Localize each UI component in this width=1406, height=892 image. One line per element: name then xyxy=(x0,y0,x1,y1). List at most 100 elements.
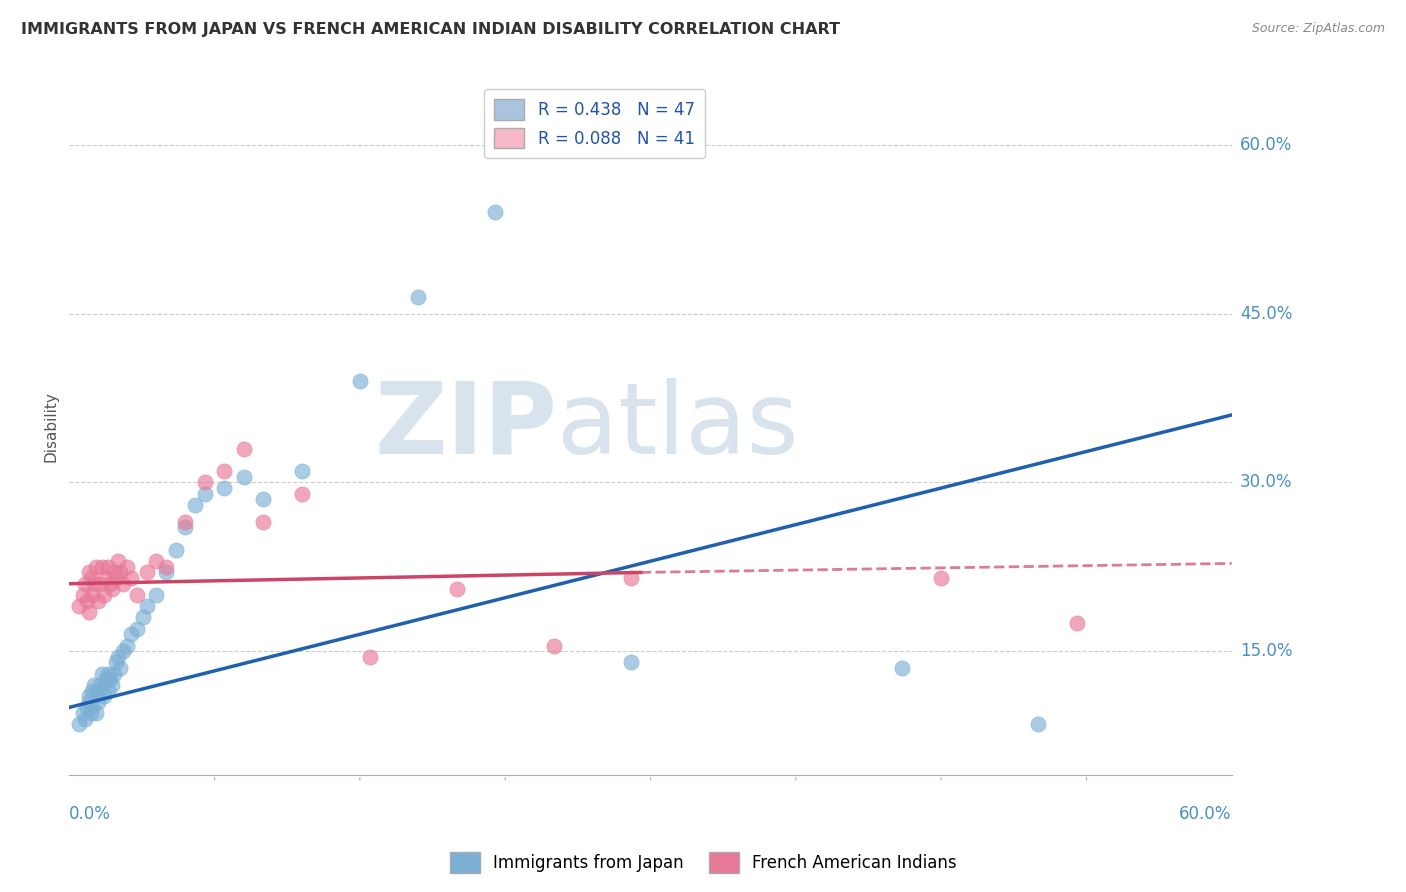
Point xyxy=(620,571,643,585)
Point xyxy=(291,464,314,478)
Point xyxy=(112,576,135,591)
Point xyxy=(359,649,381,664)
Point xyxy=(484,205,506,219)
Point xyxy=(72,588,94,602)
Point xyxy=(446,582,468,597)
Point xyxy=(155,566,177,580)
Point xyxy=(97,559,120,574)
Point xyxy=(212,481,235,495)
Point xyxy=(155,559,177,574)
Point xyxy=(83,576,105,591)
Text: 0.0%: 0.0% xyxy=(69,805,111,823)
Point xyxy=(103,666,125,681)
Point xyxy=(86,559,108,574)
Point xyxy=(86,706,108,720)
Point xyxy=(108,566,131,580)
Point xyxy=(135,599,157,614)
Point xyxy=(87,683,110,698)
Legend: R = 0.438   N = 47, R = 0.088   N = 41: R = 0.438 N = 47, R = 0.088 N = 41 xyxy=(485,89,704,158)
Point xyxy=(77,566,100,580)
Point xyxy=(79,706,101,720)
Point xyxy=(73,576,96,591)
Point xyxy=(194,486,217,500)
Y-axis label: Disability: Disability xyxy=(44,391,58,462)
Text: atlas: atlas xyxy=(558,377,799,475)
Point xyxy=(77,605,100,619)
Point xyxy=(73,712,96,726)
Point xyxy=(145,554,167,568)
Point xyxy=(107,554,129,568)
Point xyxy=(98,576,121,591)
Point xyxy=(108,661,131,675)
Legend: Immigrants from Japan, French American Indians: Immigrants from Japan, French American I… xyxy=(443,846,963,880)
Point xyxy=(82,588,104,602)
Point xyxy=(135,566,157,580)
Point xyxy=(93,689,115,703)
Text: IMMIGRANTS FROM JAPAN VS FRENCH AMERICAN INDIAN DISABILITY CORRELATION CHART: IMMIGRANTS FROM JAPAN VS FRENCH AMERICAN… xyxy=(21,22,841,37)
Point xyxy=(89,678,111,692)
Point xyxy=(125,588,148,602)
Point xyxy=(184,498,207,512)
Text: ZIP: ZIP xyxy=(374,377,558,475)
Point xyxy=(82,700,104,714)
Point xyxy=(91,666,114,681)
Point xyxy=(1026,717,1049,731)
Point xyxy=(82,683,104,698)
Point xyxy=(104,571,127,585)
Point xyxy=(83,678,105,692)
Point xyxy=(1066,615,1088,630)
Point xyxy=(145,588,167,602)
Point xyxy=(165,543,187,558)
Point xyxy=(891,661,914,675)
Point xyxy=(107,649,129,664)
Point xyxy=(174,515,197,529)
Point xyxy=(76,593,98,607)
Point xyxy=(232,470,254,484)
Point xyxy=(120,627,142,641)
Point xyxy=(87,695,110,709)
Point xyxy=(125,622,148,636)
Point xyxy=(77,695,100,709)
Point xyxy=(97,666,120,681)
Point xyxy=(232,442,254,456)
Point xyxy=(291,486,314,500)
Point xyxy=(929,571,952,585)
Point xyxy=(94,571,117,585)
Point xyxy=(194,475,217,490)
Point xyxy=(76,700,98,714)
Point xyxy=(117,559,139,574)
Text: 60.0%: 60.0% xyxy=(1240,136,1292,154)
Point xyxy=(620,656,643,670)
Point xyxy=(252,515,274,529)
Point xyxy=(67,717,90,731)
Point xyxy=(104,656,127,670)
Point xyxy=(72,706,94,720)
Point xyxy=(97,683,120,698)
Text: 45.0%: 45.0% xyxy=(1240,305,1292,323)
Point xyxy=(89,576,111,591)
Text: 60.0%: 60.0% xyxy=(1180,805,1232,823)
Point xyxy=(212,464,235,478)
Point xyxy=(101,582,124,597)
Point xyxy=(77,689,100,703)
Point xyxy=(91,559,114,574)
Point xyxy=(117,639,139,653)
Point xyxy=(79,571,101,585)
Point xyxy=(349,374,371,388)
Point xyxy=(120,571,142,585)
Point xyxy=(252,492,274,507)
Point xyxy=(174,520,197,534)
Point xyxy=(103,566,125,580)
Point xyxy=(67,599,90,614)
Point xyxy=(132,610,155,624)
Point xyxy=(406,290,429,304)
Point xyxy=(98,673,121,687)
Point xyxy=(87,593,110,607)
Text: 15.0%: 15.0% xyxy=(1240,642,1292,660)
Text: 30.0%: 30.0% xyxy=(1240,474,1292,491)
Point xyxy=(93,588,115,602)
Point xyxy=(101,678,124,692)
Point xyxy=(112,644,135,658)
Point xyxy=(94,673,117,687)
Point xyxy=(543,639,565,653)
